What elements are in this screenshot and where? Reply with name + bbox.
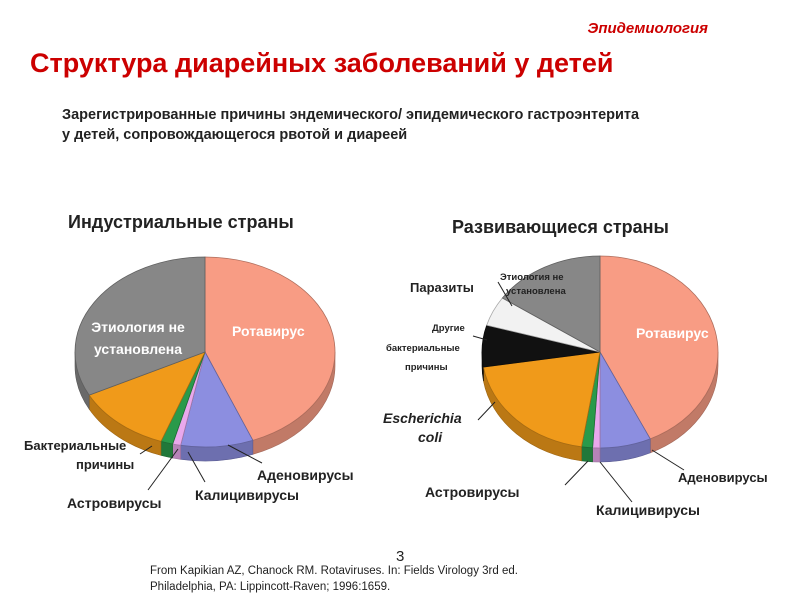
leader-line: [651, 449, 685, 471]
leader-line: [497, 281, 513, 307]
pie-slice-этиология-не-установлена: [501, 255, 601, 353]
label-right-rotavirus: Ротавирус: [636, 325, 709, 341]
subtitle-line-1: Зарегистрированные причины эндемического…: [62, 107, 640, 123]
label-left-unknown-2: установлена: [94, 341, 182, 357]
label-right-adenovirus: Аденовирусы: [678, 470, 768, 485]
pie-slice-escherichia-coli: [482, 351, 601, 448]
pie-slice-этиология-не-установлена: [74, 256, 206, 396]
pie-slice-бактериальные-причины: [88, 351, 206, 442]
pie-slice-ротавирус: [204, 256, 336, 441]
label-right-calicivirus: Калицивирусы: [596, 502, 700, 518]
citation-line-1: From Kapikian AZ, Chanock RM. Rotaviruse…: [150, 565, 518, 577]
leader-line: [477, 401, 496, 421]
citation: From Kapikian AZ, Chanock RM. Rotaviruse…: [150, 563, 610, 595]
label-right-other-bact-1: Другие: [432, 323, 465, 334]
pie-slice-ротавирус: [599, 255, 719, 440]
leader-line: [564, 460, 589, 486]
leader-line: [472, 335, 488, 341]
label-right-ecoli-1: Escherichia: [383, 410, 462, 426]
label-right-unknown-1: Этиология не: [500, 272, 564, 283]
pie-side-калицивирусы: [592, 447, 601, 463]
leader-lines: [139, 281, 685, 503]
label-left-calicivirus: Калицивирусы: [195, 487, 299, 503]
label-left-adenovirus: Аденовирусы: [257, 467, 354, 483]
leader-line: [227, 444, 263, 464]
label-left-bacterial-2: причины: [76, 457, 134, 472]
label-left-unknown-1: Этиология не: [91, 319, 185, 335]
leader-line: [599, 461, 633, 503]
pie-industrial: [74, 256, 336, 462]
leader-line: [139, 445, 153, 455]
label-right-unknown-2: установлена: [506, 286, 566, 297]
chart-title-industrial: Индустриальные страны: [68, 212, 294, 232]
page-title: Структура диарейных заболеваний у детей: [30, 48, 614, 78]
label-right-parasites: Паразиты: [410, 280, 474, 295]
subtitle: Зарегистрированные причины эндемического…: [62, 105, 762, 145]
chart-title-developing: Развивающиеся страны: [452, 217, 669, 237]
leader-line: [187, 451, 206, 483]
label-left-bacterial-1: Бактериальные: [24, 438, 126, 453]
label-right-ecoli-2: coli: [418, 429, 443, 445]
label-left-astrovirus: Астровирусы: [67, 495, 161, 511]
label-right-other-bact-3: причины: [405, 362, 448, 373]
section-label: Эпидемиология: [587, 20, 708, 37]
pie-side-астровирусы: [581, 446, 593, 463]
pie-developing: [481, 255, 719, 463]
label-right-astrovirus: Астровирусы: [425, 484, 519, 500]
citation-line-2: Philadelphia, PA: Lippincott-Raven; 1996…: [150, 581, 391, 593]
leader-line: [147, 448, 179, 491]
label-right-other-bact-2: бактериальные: [386, 343, 460, 354]
page-number: 3: [396, 548, 405, 565]
subtitle-line-2: у детей, сопровождающегося рвотой и диар…: [62, 127, 408, 143]
label-left-rotavirus: Ротавирус: [232, 323, 305, 339]
